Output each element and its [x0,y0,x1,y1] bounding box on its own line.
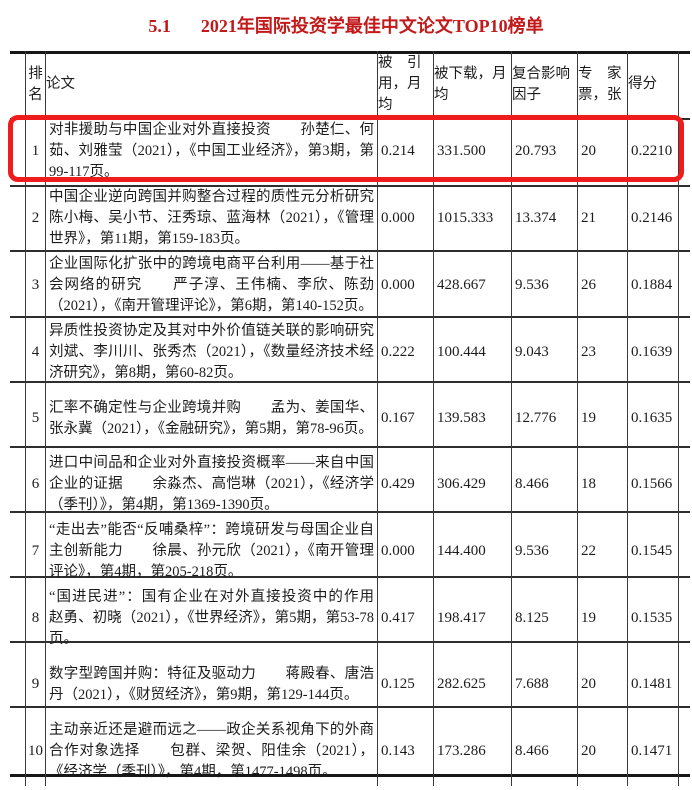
table-row: 9 数字型跨国并购：特征及驱动力 蒋殿春、唐浩丹（2021），《财贸经济》，第9期… [25,652,679,717]
cited-cell: 0.167 [377,386,434,451]
rank-cell: 10 [25,717,46,786]
col-header-impact: 复合影响 因子 [511,51,578,118]
header-row: 排 名 论文 被 引 用，月 均 被下载，月 均 复合影响 因子 专 家 票，张… [25,51,679,118]
section-title-text: 2021年国际投资学最佳中文论文TOP10榜单 [200,16,544,36]
score-cell: 0.1535 [627,585,679,652]
rank-cell: 1 [25,118,46,185]
votes-cell: 26 [577,252,628,319]
score-cell: 0.1471 [627,717,679,786]
downloads-cell: 144.400 [433,518,512,585]
votes-cell: 19 [577,386,628,451]
cited-cell: 0.000 [377,518,434,585]
score-cell: 0.1545 [627,518,679,585]
col-header-rank: 排 名 [25,51,46,118]
col-header-cited: 被 引 用，月 均 [377,51,434,118]
impact-cell: 8.466 [511,717,578,786]
col-header-downloads: 被下载，月 均 [433,51,512,118]
paper-cell: 对非援助与中国企业对外直接投资 孙楚仁、何茹、刘雅莹（2021），《中国工业经济… [45,118,378,185]
score-cell: 0.1566 [627,451,679,518]
rank-cell: 9 [25,652,46,717]
section-title: 5.1 2021年国际投资学最佳中文论文TOP10榜单 [0,12,692,38]
paper-cell: “国进民进”：国有企业在对外直接投资中的作用 赵勇、初晓（2021），《世界经济… [45,585,378,652]
impact-cell: 8.466 [511,451,578,518]
col-header-score: 得分 [627,51,679,118]
col-header-paper: 论文 [45,51,378,118]
votes-cell: 22 [577,518,628,585]
downloads-cell: 198.417 [433,585,512,652]
table-row: 6 进口中间品和企业对外直接投资概率——来自中国企业的证据 余淼杰、高恺琳（202… [25,451,679,518]
paper-cell: 进口中间品和企业对外直接投资概率——来自中国企业的证据 余淼杰、高恺琳（2021… [45,451,378,518]
impact-cell: 20.793 [511,118,578,185]
table-header: 排 名 论文 被 引 用，月 均 被下载，月 均 复合影响 因子 专 家 票，张… [25,51,679,118]
votes-cell: 20 [577,118,628,185]
cited-cell: 0.000 [377,252,434,319]
downloads-cell: 428.667 [433,252,512,319]
rank-cell: 3 [25,252,46,319]
impact-cell: 9.043 [511,319,578,386]
table-row: 10 主动亲近还是避而远之——政企关系视角下的外商合作对象选择 包群、梁贺、阳佳余… [25,717,679,786]
cited-cell: 0.125 [377,652,434,717]
downloads-cell: 306.429 [433,451,512,518]
votes-cell: 18 [577,451,628,518]
table-row: 1 对非援助与中国企业对外直接投资 孙楚仁、何茹、刘雅莹（2021），《中国工业经… [25,118,679,185]
impact-cell: 13.374 [511,185,578,252]
papers-table: 排 名 论文 被 引 用，月 均 被下载，月 均 复合影响 因子 专 家 票，张… [25,51,679,786]
downloads-cell: 173.286 [433,717,512,786]
downloads-cell: 1015.333 [433,185,512,252]
score-cell: 0.1884 [627,252,679,319]
paper-cell: 数字型跨国并购：特征及驱动力 蒋殿春、唐浩丹（2021），《财贸经济》，第9期，… [45,652,378,717]
impact-cell: 8.125 [511,585,578,652]
paper-cell: 异质性投资协定及其对中外价值链关联的影响研究 刘斌、李川川、张秀杰（2021），… [45,319,378,386]
rank-cell: 7 [25,518,46,585]
paper-cell: 汇率不确定性与企业跨境并购 孟为、姜国华、张永冀（2021），《金融研究》，第5… [45,386,378,451]
score-cell: 0.1635 [627,386,679,451]
votes-cell: 21 [577,185,628,252]
table-row: 3 企业国际化扩张中的跨境电商平台利用——基于社会网络的研究 严子淳、王伟楠、李欣… [25,252,679,319]
rank-cell: 6 [25,451,46,518]
rank-cell: 4 [25,319,46,386]
cited-cell: 0.417 [377,585,434,652]
score-cell: 0.1639 [627,319,679,386]
impact-cell: 9.536 [511,252,578,319]
table-row: 7 “走出去”能否“反哺桑梓”：跨境研发与母国企业自主创新能力 徐晨、孙元欣（20… [25,518,679,585]
impact-cell: 7.688 [511,652,578,717]
table-row: 5 汇率不确定性与企业跨境并购 孟为、姜国华、张永冀（2021），《金融研究》，第… [25,386,679,451]
ranking-table: 排 名 论文 被 引 用，月 均 被下载，月 均 复合影响 因子 专 家 票，张… [8,51,690,786]
votes-cell: 23 [577,319,628,386]
rank-cell: 5 [25,386,46,451]
section-number: 5.1 [148,16,171,36]
paper-cell: “走出去”能否“反哺桑梓”：跨境研发与母国企业自主创新能力 徐晨、孙元欣（202… [45,518,378,585]
votes-cell: 20 [577,652,628,717]
downloads-cell: 282.625 [433,652,512,717]
cited-cell: 0.214 [377,118,434,185]
downloads-cell: 100.444 [433,319,512,386]
paper-cell: 企业国际化扩张中的跨境电商平台利用——基于社会网络的研究 严子淳、王伟楠、李欣、… [45,252,378,319]
paper-cell: 主动亲近还是避而远之——政企关系视角下的外商合作对象选择 包群、梁贺、阳佳余（2… [45,717,378,786]
votes-cell: 20 [577,717,628,786]
table-body: 1 对非援助与中国企业对外直接投资 孙楚仁、何茹、刘雅莹（2021），《中国工业经… [25,118,679,786]
rank-cell: 2 [25,185,46,252]
cited-cell: 0.000 [377,185,434,252]
score-cell: 0.2210 [627,118,679,185]
cited-cell: 0.143 [377,717,434,786]
downloads-cell: 139.583 [433,386,512,451]
score-cell: 0.1481 [627,652,679,717]
impact-cell: 12.776 [511,386,578,451]
cited-cell: 0.222 [377,319,434,386]
cited-cell: 0.429 [377,451,434,518]
impact-cell: 9.536 [511,518,578,585]
paper-cell: 中国企业逆向跨国并购整合过程的质性元分析研究 陈小梅、吴小节、汪秀琼、蓝海林（2… [45,185,378,252]
votes-cell: 19 [577,585,628,652]
table-row: 2 中国企业逆向跨国并购整合过程的质性元分析研究 陈小梅、吴小节、汪秀琼、蓝海林（… [25,185,679,252]
col-header-votes: 专 家 票，张 [577,51,628,118]
table-row: 4 异质性投资协定及其对中外价值链关联的影响研究 刘斌、李川川、张秀杰（2021）… [25,319,679,386]
score-cell: 0.2146 [627,185,679,252]
table-row: 8 “国进民进”：国有企业在对外直接投资中的作用 赵勇、初晓（2021），《世界经… [25,585,679,652]
rank-cell: 8 [25,585,46,652]
downloads-cell: 331.500 [433,118,512,185]
